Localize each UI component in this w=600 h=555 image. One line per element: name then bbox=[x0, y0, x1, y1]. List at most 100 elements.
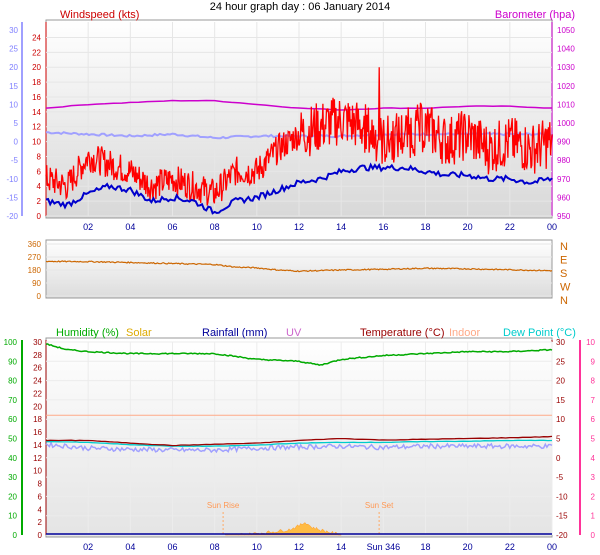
wind-x-tick: 22 bbox=[505, 222, 515, 232]
uv-tick: 9 bbox=[591, 357, 596, 366]
wind-x-tick: 10 bbox=[252, 222, 262, 232]
uv-tick: 1 bbox=[591, 512, 596, 521]
windspeed-label: Windspeed (kts) bbox=[60, 9, 139, 21]
humidity-x-tick: 04 bbox=[125, 542, 135, 552]
uv-tick: 0 bbox=[591, 531, 596, 540]
sunset-label: Sun Set bbox=[365, 501, 394, 510]
wind-left-tick: 12 bbox=[32, 123, 41, 132]
temp-inner-tick: 10 bbox=[33, 467, 42, 476]
series-barometer-line bbox=[45, 99, 552, 111]
humidity-tick: 60 bbox=[8, 415, 17, 424]
barometer-tick: 990 bbox=[557, 138, 571, 147]
temp-outer-tick: 5 bbox=[14, 119, 19, 128]
wind-left-tick: 4 bbox=[37, 182, 42, 191]
temp-right-tick: -20 bbox=[556, 531, 568, 540]
uv-tick: 10 bbox=[586, 338, 595, 347]
temp-inner-tick: 8 bbox=[38, 480, 43, 489]
legend-temperature: Temperature (°C) bbox=[360, 327, 444, 339]
temp-outer-tick: 15 bbox=[9, 82, 18, 91]
temp-inner-tick: 2 bbox=[38, 518, 43, 527]
sunrise-label: Sun Rise bbox=[207, 501, 240, 510]
humidity-tick: 30 bbox=[8, 473, 17, 482]
legend-uv: UV bbox=[286, 327, 302, 339]
wind-left-tick: 6 bbox=[37, 167, 42, 176]
temp-right-tick: -15 bbox=[556, 512, 568, 521]
direction-compass-tick: N bbox=[560, 295, 568, 307]
barometer-tick: 1040 bbox=[557, 45, 575, 54]
humidity-tick: 40 bbox=[8, 454, 17, 463]
temp-inner-tick: 4 bbox=[38, 505, 43, 514]
temp-right-tick: -10 bbox=[556, 492, 568, 501]
temp-right-tick: 5 bbox=[556, 435, 561, 444]
uv-tick: 8 bbox=[591, 377, 596, 386]
temp-inner-tick: 12 bbox=[33, 454, 42, 463]
temp-inner-tick: 16 bbox=[33, 428, 42, 437]
temp-outer-tick: 30 bbox=[9, 26, 18, 35]
temp-inner-tick: 18 bbox=[33, 415, 42, 424]
wind-left-tick: 18 bbox=[32, 78, 41, 87]
temp-outer-tick: 20 bbox=[9, 63, 18, 72]
humidity-x-tick: Sun 346 bbox=[367, 542, 401, 552]
temp-right-tick: -5 bbox=[556, 473, 564, 482]
humidity-x-tick: 10 bbox=[252, 542, 262, 552]
legend-humidity: Humidity (%) bbox=[56, 327, 119, 339]
humidity-tick: 20 bbox=[8, 492, 17, 501]
humidity-tick: 80 bbox=[8, 377, 17, 386]
barometer-tick: 1050 bbox=[557, 26, 575, 35]
series-windspeed-avg bbox=[45, 162, 553, 215]
legend-indoor: Indoor bbox=[449, 327, 481, 339]
direction-left-tick: 0 bbox=[37, 292, 42, 301]
humidity-x-tick: 08 bbox=[210, 542, 220, 552]
series-humidity-line bbox=[45, 343, 553, 367]
temp-inner-tick: 26 bbox=[33, 364, 42, 373]
chart-layer: 024681012141618202224-20-15-10-505101520… bbox=[4, 22, 596, 552]
temp-inner-tick: 28 bbox=[33, 351, 42, 360]
uv-tick: 5 bbox=[591, 435, 596, 444]
uv-tick: 7 bbox=[591, 396, 596, 405]
wind-x-tick: 16 bbox=[378, 222, 388, 232]
uv-tick: 3 bbox=[591, 473, 596, 482]
direction-left-tick: 270 bbox=[28, 253, 42, 262]
wind-left-tick: 14 bbox=[32, 108, 41, 117]
wind-left-tick: 22 bbox=[32, 48, 41, 57]
direction-compass-tick: W bbox=[560, 282, 571, 294]
legend-solar: Solar bbox=[126, 327, 152, 339]
temp-right-tick: 20 bbox=[556, 377, 565, 386]
wind-x-tick: 12 bbox=[294, 222, 304, 232]
barometer-tick: 980 bbox=[557, 156, 571, 165]
humidity-tick: 70 bbox=[8, 396, 17, 405]
wind-x-tick: 02 bbox=[83, 222, 93, 232]
temp-inner-tick: 20 bbox=[33, 402, 42, 411]
humidity-tick: 90 bbox=[8, 357, 17, 366]
temp-outer-tick: -10 bbox=[6, 175, 18, 184]
legend-dewpoint: Dew Point (°C) bbox=[503, 327, 576, 339]
barometer-tick: 1010 bbox=[557, 100, 575, 109]
wind-x-tick: 06 bbox=[167, 222, 177, 232]
uv-tick: 6 bbox=[591, 415, 596, 424]
wind-left-tick: 10 bbox=[32, 138, 41, 147]
wind-left-tick: 8 bbox=[37, 152, 42, 161]
humidity-x-tick: 14 bbox=[336, 542, 346, 552]
temp-right-tick: 25 bbox=[556, 357, 565, 366]
wind-left-tick: 24 bbox=[32, 33, 41, 42]
humidity-tick: 50 bbox=[8, 435, 17, 444]
temp-inner-tick: 0 bbox=[38, 531, 43, 540]
temp-inner-tick: 6 bbox=[38, 492, 43, 501]
series-temperature-line bbox=[45, 435, 553, 447]
wind-left-tick: 16 bbox=[32, 93, 41, 102]
series-windspeed-gust bbox=[45, 67, 553, 206]
temp-outer-tick: -20 bbox=[6, 212, 18, 221]
temp-right-tick: 30 bbox=[556, 338, 565, 347]
temp-right-tick: 15 bbox=[556, 396, 565, 405]
wind-left-tick: 20 bbox=[32, 63, 41, 72]
legend-rainfall: Rainfall (mm) bbox=[202, 327, 267, 339]
series-wind-direction bbox=[45, 260, 553, 273]
wind-left-tick: 2 bbox=[37, 197, 42, 206]
temp-outer-tick: 10 bbox=[9, 100, 18, 109]
wind-x-tick: 00 bbox=[547, 222, 557, 232]
wind-x-tick: 18 bbox=[420, 222, 430, 232]
uv-tick: 4 bbox=[591, 454, 596, 463]
barometer-tick: 950 bbox=[557, 212, 571, 221]
temp-inner-tick: 14 bbox=[33, 441, 42, 450]
barometer-tick: 970 bbox=[557, 175, 571, 184]
